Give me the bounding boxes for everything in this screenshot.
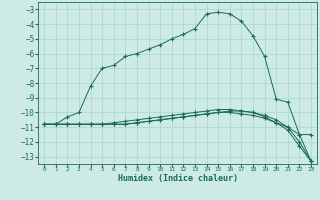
- X-axis label: Humidex (Indice chaleur): Humidex (Indice chaleur): [118, 174, 238, 183]
